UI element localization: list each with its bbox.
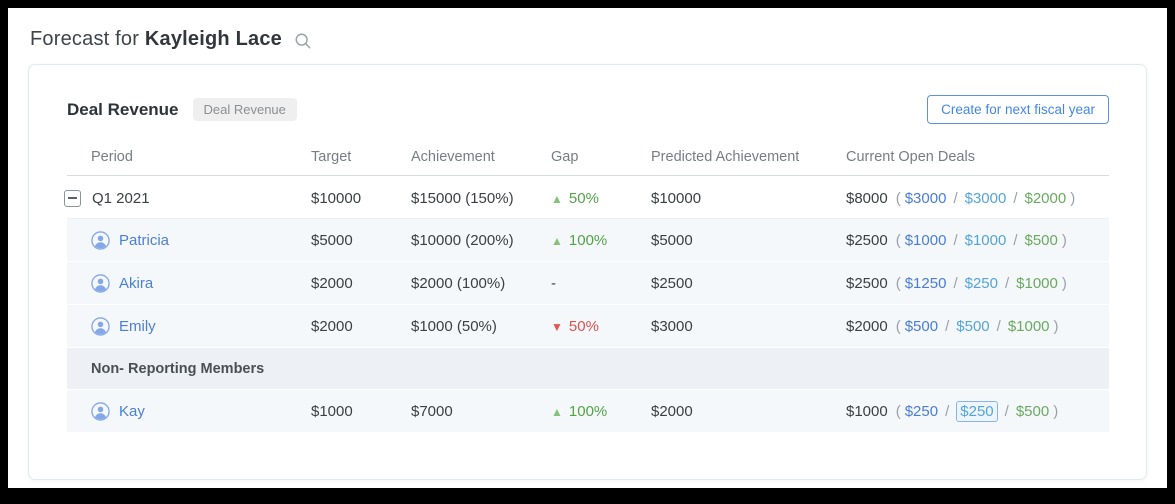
forecast-type-badge: Deal Revenue bbox=[192, 98, 297, 121]
predicted-achievement-value: $10000 bbox=[651, 189, 702, 207]
column-header-achievement: Achievement bbox=[411, 148, 495, 165]
user-avatar-icon bbox=[91, 401, 110, 421]
period-cell: Q1 2021 bbox=[64, 189, 311, 207]
user-avatar-icon bbox=[91, 316, 110, 336]
member-name-link[interactable]: Kay bbox=[119, 402, 145, 420]
target-value: $5000 bbox=[311, 231, 353, 249]
page-header: Forecast for Kayleigh Lace bbox=[8, 8, 1167, 51]
forecast-owner-name: Kayleigh Lace bbox=[144, 28, 282, 50]
table-row: Q1 2021 $10000 $15000 (150%) ▲ 50% $10000 $800… bbox=[64, 176, 1109, 219]
column-header-target: Target bbox=[311, 148, 352, 165]
create-next-fiscal-year-button[interactable]: Create for next fiscal year bbox=[927, 95, 1109, 124]
gap-value: ▲ 50% bbox=[551, 189, 599, 207]
target-value: $2000 bbox=[311, 317, 353, 335]
table-header-row: Period Target Achievement Gap Predicted … bbox=[67, 138, 1109, 176]
gap-value: ▲ 100% bbox=[551, 231, 608, 249]
period-cell: Kay bbox=[67, 401, 311, 421]
forecast-table: Period Target Achievement Gap Predicted … bbox=[64, 138, 1109, 433]
current-open-deals-cell: $1000($250/$250/$500) bbox=[846, 400, 1059, 422]
open-deal-stage-value[interactable]: $3000 bbox=[904, 189, 947, 207]
column-header-gap: Gap bbox=[551, 148, 579, 165]
current-open-deals-cell: $2000($500/$500/$1000) bbox=[846, 317, 1059, 335]
open-deal-stage-value[interactable]: $500 bbox=[1015, 402, 1050, 420]
current-open-deals-cell: $2500($1000/$1000/$500) bbox=[846, 231, 1067, 249]
achievement-value: $7000 bbox=[411, 402, 453, 420]
gap-value: ▲ 100% bbox=[551, 402, 608, 420]
table-row: Emily $2000 $1000 (50%) ▼ 50% $3000 $2000($500… bbox=[67, 305, 1109, 348]
collapse-toggle-icon[interactable] bbox=[64, 189, 81, 207]
non-reporting-members-row: Non- Reporting Members bbox=[67, 348, 1109, 390]
column-header-period: Period bbox=[91, 148, 133, 165]
table-body: Q1 2021 $10000 $15000 (150%) ▲ 50% $10000 $800… bbox=[64, 176, 1109, 433]
table-row: Patricia $5000 $10000 (200%) ▲ 100% $5000 $250… bbox=[67, 219, 1109, 262]
open-deal-stage-value[interactable]: $250 bbox=[904, 402, 939, 420]
section-label: Non- Reporting Members bbox=[91, 360, 265, 377]
predicted-achievement-value: $3000 bbox=[651, 317, 693, 335]
predicted-achievement-value: $5000 bbox=[651, 231, 693, 249]
achievement-value: $10000 (200%) bbox=[411, 231, 514, 249]
gap-up-arrow-icon: ▲ bbox=[551, 233, 563, 248]
open-deal-stage-value[interactable]: $2000 bbox=[1024, 189, 1067, 207]
page-title-prefix: Forecast for bbox=[30, 28, 140, 50]
predicted-achievement-value: $2000 bbox=[651, 402, 693, 420]
forecast-card: Deal Revenue Deal Revenue Create for nex… bbox=[28, 64, 1147, 480]
gap-value: ▼ 50% bbox=[551, 317, 599, 335]
open-deal-stage-value[interactable]: $1250 bbox=[904, 274, 947, 292]
target-value: $1000 bbox=[311, 402, 353, 420]
open-deals-total: $2000 bbox=[846, 317, 888, 335]
user-avatar-icon bbox=[91, 230, 110, 250]
gap-up-arrow-icon: ▲ bbox=[551, 404, 563, 419]
search-icon[interactable] bbox=[294, 32, 312, 50]
current-open-deals-cell: $8000($3000/$3000/$2000) bbox=[846, 189, 1076, 207]
gap-up-arrow-icon: ▲ bbox=[551, 191, 563, 206]
open-deals-total: $8000 bbox=[846, 189, 888, 207]
member-name-link[interactable]: Patricia bbox=[119, 231, 170, 249]
card-header: Deal Revenue Deal Revenue Create for nex… bbox=[29, 65, 1146, 124]
column-header-current-open-deals: Current Open Deals bbox=[846, 148, 975, 165]
open-deal-stage-value[interactable]: $500 bbox=[956, 317, 990, 335]
open-deals-total: $1000 bbox=[846, 402, 888, 420]
open-deals-total: $2500 bbox=[846, 231, 888, 249]
predicted-achievement-value: $2500 bbox=[651, 274, 693, 292]
app-window: Forecast for Kayleigh Lace Deal Revenue … bbox=[8, 8, 1167, 488]
achievement-value: $1000 (50%) bbox=[411, 317, 497, 335]
member-name-link[interactable]: Akira bbox=[119, 274, 154, 292]
member-name-link[interactable]: Emily bbox=[119, 317, 156, 335]
open-deal-stage-value[interactable]: $500 bbox=[1024, 231, 1058, 249]
achievement-value: $2000 (100%) bbox=[411, 274, 506, 292]
open-deal-stage-value[interactable]: $1000 bbox=[904, 231, 947, 249]
column-header-predicted-achievement: Predicted Achievement bbox=[651, 148, 800, 165]
target-value: $10000 bbox=[311, 189, 362, 207]
table-row: Akira $2000 $2000 (100%) - $2500 $2500($1250/… bbox=[67, 262, 1109, 305]
target-value: $2000 bbox=[311, 274, 353, 292]
open-deal-stage-value[interactable]: $1000 bbox=[1016, 274, 1058, 292]
open-deal-stage-value[interactable]: $1000 bbox=[964, 231, 1007, 249]
open-deal-stage-value[interactable]: $250 bbox=[956, 400, 998, 422]
period-cell: Patricia bbox=[67, 230, 311, 250]
page-title: Forecast for Kayleigh Lace bbox=[30, 28, 282, 51]
achievement-value: $15000 (150%) bbox=[411, 189, 514, 207]
period-cell: Akira bbox=[67, 273, 311, 293]
card-title: Deal Revenue bbox=[67, 99, 179, 119]
open-deal-stage-value[interactable]: $1000 bbox=[1007, 317, 1050, 335]
open-deal-stage-value[interactable]: $3000 bbox=[964, 189, 1007, 207]
open-deal-stage-value[interactable]: $250 bbox=[964, 274, 998, 292]
period-cell: Emily bbox=[67, 316, 311, 336]
table-row: Kay $1000 $7000 ▲ 100% $2000 $1000($250/$250/$… bbox=[67, 390, 1109, 433]
open-deal-stage-value[interactable]: $500 bbox=[904, 317, 939, 335]
open-deals-total: $2500 bbox=[846, 274, 888, 292]
current-open-deals-cell: $2500($1250/$250/$1000) bbox=[846, 274, 1067, 292]
gap-value: - bbox=[551, 274, 556, 292]
gap-down-arrow-icon: ▼ bbox=[551, 319, 563, 334]
user-avatar-icon bbox=[91, 273, 110, 293]
period-label: Q1 2021 bbox=[92, 189, 150, 207]
